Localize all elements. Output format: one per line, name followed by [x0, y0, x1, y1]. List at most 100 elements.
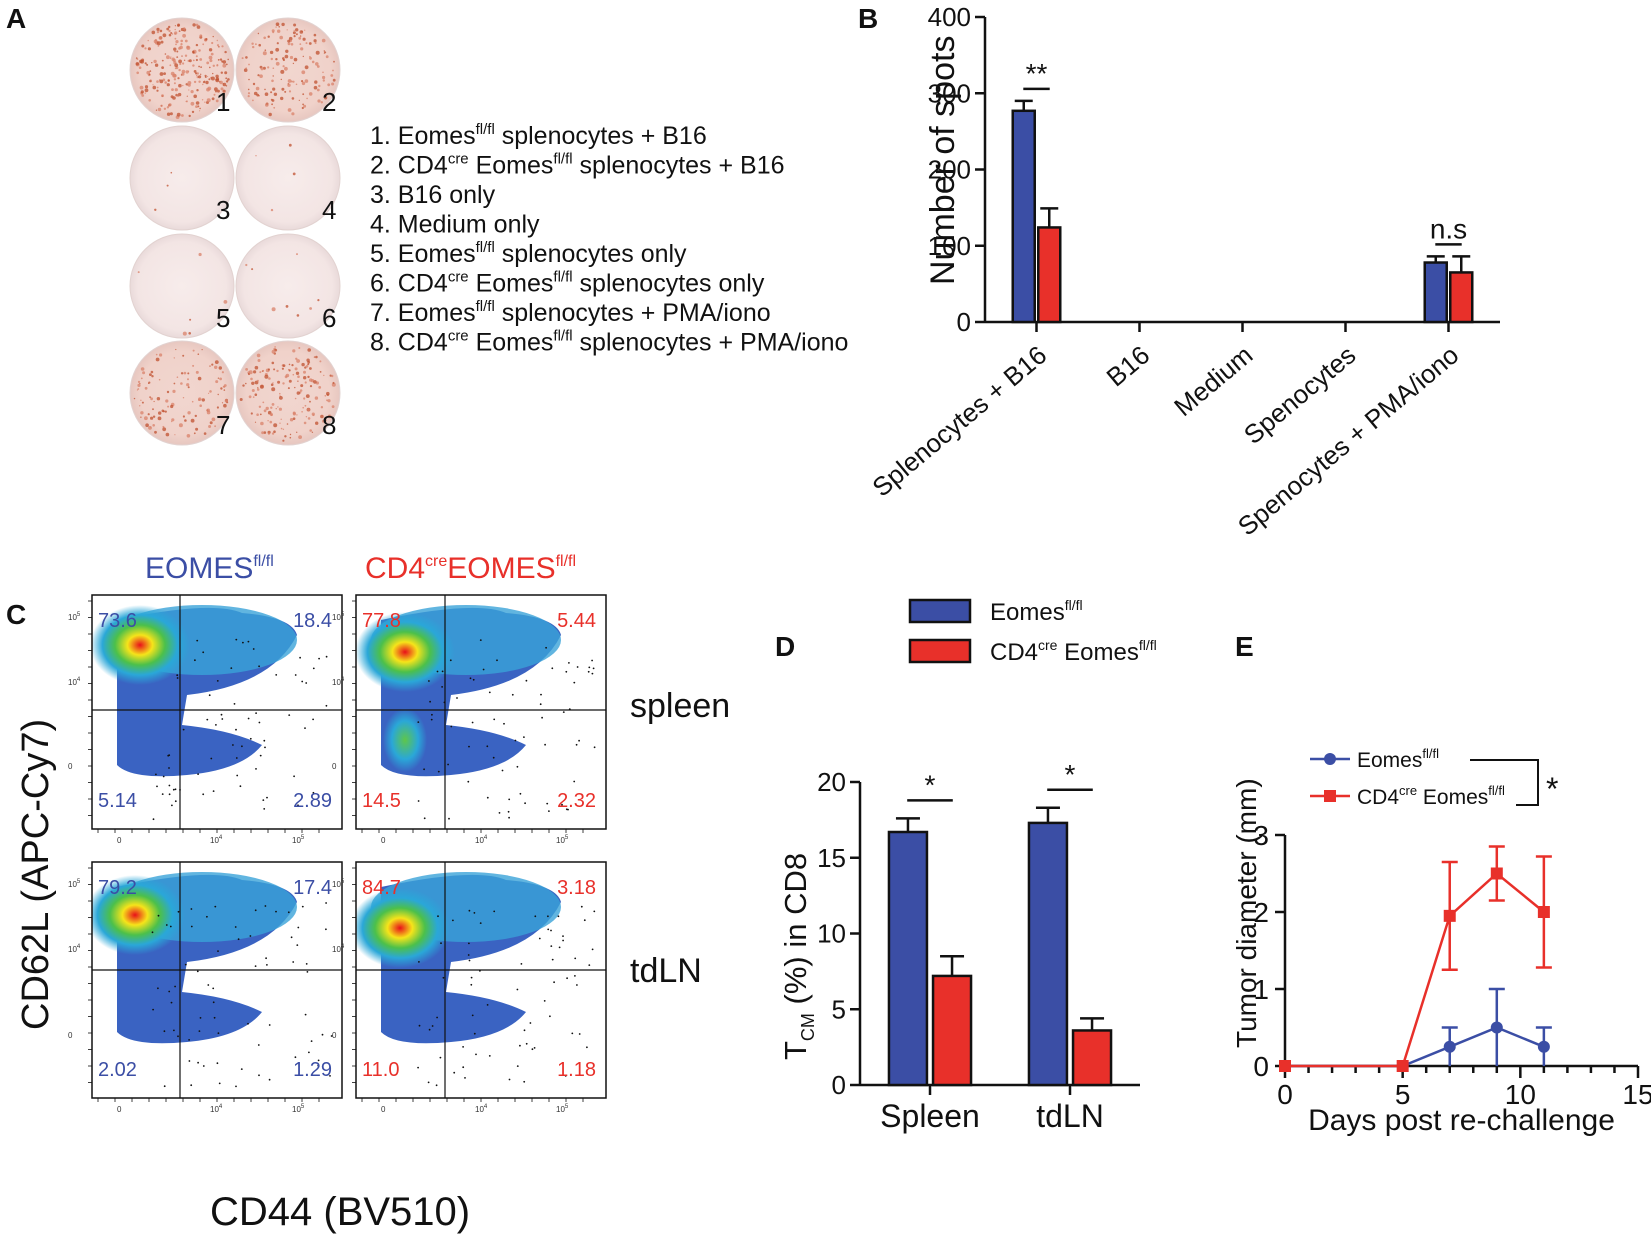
- legend-a-num: 5.: [370, 240, 398, 268]
- flow-event-dot: [588, 964, 591, 966]
- elispot-spot: [141, 401, 144, 404]
- elispot-spot: [280, 69, 285, 74]
- elispot-spot: [219, 377, 223, 381]
- legend-a-sup: cre: [448, 269, 469, 286]
- legend-a-item: 3. B16 only: [370, 181, 496, 209]
- elispot-spot: [225, 85, 228, 87]
- data-point: [1537, 1040, 1550, 1053]
- elispot-spot: [292, 349, 296, 353]
- elispot-spot: [271, 307, 276, 312]
- y-tick-label: 15: [817, 843, 846, 873]
- elispot-spot: [201, 349, 203, 351]
- elispot-spot: [172, 58, 176, 63]
- elispot-spot: [252, 396, 255, 398]
- elispot-spot: [174, 31, 178, 35]
- elispot-spot: [184, 54, 188, 57]
- elispot-spot: [198, 49, 201, 52]
- flow-y-tick-label: 104: [332, 944, 345, 954]
- elispot-spot: [174, 50, 176, 53]
- elispot-spot: [301, 362, 305, 367]
- elispot-spot: [214, 365, 218, 369]
- elispot-spot: [292, 80, 295, 83]
- flow-event-dot: [439, 1056, 442, 1059]
- elispot-spot: [302, 37, 306, 41]
- elispot-spot: [179, 62, 182, 66]
- elispot-spot: [280, 427, 283, 430]
- elispot-spot: [207, 86, 212, 91]
- elispot-spot: [178, 59, 183, 64]
- flow-quadrant-tl: 84.7: [362, 877, 401, 899]
- elispot-spot: [195, 72, 198, 75]
- flow-event-dot: [247, 640, 250, 643]
- elispot-spot: [248, 395, 252, 399]
- elispot-spot: [206, 408, 210, 412]
- elispot-spot: [303, 370, 306, 374]
- elispot-wells: 1 2 3 4 5 6 7 8: [129, 17, 341, 446]
- elispot-spot: [263, 431, 267, 434]
- elispot-spot: [267, 66, 270, 69]
- legend-a-text: Medium only: [398, 211, 540, 239]
- elispot-spot: [312, 414, 315, 417]
- legend-text: Eomes: [1417, 786, 1488, 809]
- legend-a-sup: fl/fl: [476, 298, 495, 315]
- elispot-spot: [211, 417, 216, 422]
- elispot-spot: [302, 103, 304, 106]
- flow-event-dot: [571, 1032, 574, 1035]
- x-tick-label: 5: [1395, 1079, 1411, 1110]
- tick-base: 10: [68, 945, 77, 954]
- flow-event-dot: [492, 756, 495, 759]
- elispot-spot: [292, 172, 296, 176]
- flow-x-tick-label: 105: [556, 835, 569, 845]
- elispot-spot: [247, 95, 250, 98]
- elispot-spot: [292, 31, 296, 35]
- flow-event-dot: [212, 790, 215, 792]
- elispot-spot: [146, 63, 149, 66]
- elispot-spot: [147, 413, 150, 416]
- elispot-spot: [322, 79, 325, 82]
- flow-y-tick-label: 0: [68, 762, 73, 771]
- data-point: [1490, 1021, 1503, 1034]
- tick-base: 10: [292, 1105, 301, 1114]
- flow-event-dot: [580, 905, 583, 908]
- flow-event-dot: [190, 925, 193, 928]
- elispot-well: [235, 233, 341, 339]
- flow-event-dot: [549, 1015, 551, 1018]
- elispot-spot: [315, 50, 320, 55]
- flow-quadrant-tl: 79.2: [98, 877, 137, 899]
- flow-event-dot: [151, 931, 154, 934]
- elispot-spot: [260, 67, 264, 71]
- bar: [931, 974, 973, 1087]
- elispot-spot: [256, 93, 260, 97]
- flow-event-dot: [212, 1001, 215, 1004]
- flow-plot-density: [356, 605, 596, 820]
- data-point: [1396, 1060, 1409, 1072]
- elispot-spot: [148, 426, 152, 430]
- flow-quadrant-tl: 73.6: [98, 610, 137, 632]
- elispot-spot: [288, 369, 291, 372]
- legend-sup: cre: [1399, 783, 1417, 798]
- legend-a-sup: cre: [448, 328, 469, 345]
- elispot-spot: [149, 373, 152, 376]
- elispot-spot: [187, 372, 190, 375]
- flow-x-tick-label: 0: [381, 1105, 386, 1114]
- elispot-spot: [171, 33, 174, 35]
- elispot-spot: [317, 299, 320, 302]
- flow-event-dot: [177, 1035, 179, 1038]
- elispot-spot: [138, 66, 142, 69]
- elispot-spot: [209, 365, 211, 367]
- elispot-spot: [307, 363, 310, 366]
- elispot-spot: [304, 366, 307, 369]
- flow-y-tick-label: 105: [332, 612, 345, 622]
- flow-event-dot: [551, 667, 554, 670]
- flow-event-dot: [508, 1078, 511, 1081]
- elispot-spot: [275, 61, 280, 66]
- elispot-spot: [315, 355, 318, 359]
- legend-a-num: 4.: [370, 211, 398, 239]
- elispot-spot: [332, 381, 335, 384]
- elispot-spot: [309, 307, 312, 310]
- elispot-spot: [148, 382, 150, 384]
- elispot-spot: [301, 70, 306, 75]
- elispot-spot: [225, 77, 228, 80]
- elispot-spot: [151, 375, 154, 378]
- elispot-spot: [271, 79, 274, 83]
